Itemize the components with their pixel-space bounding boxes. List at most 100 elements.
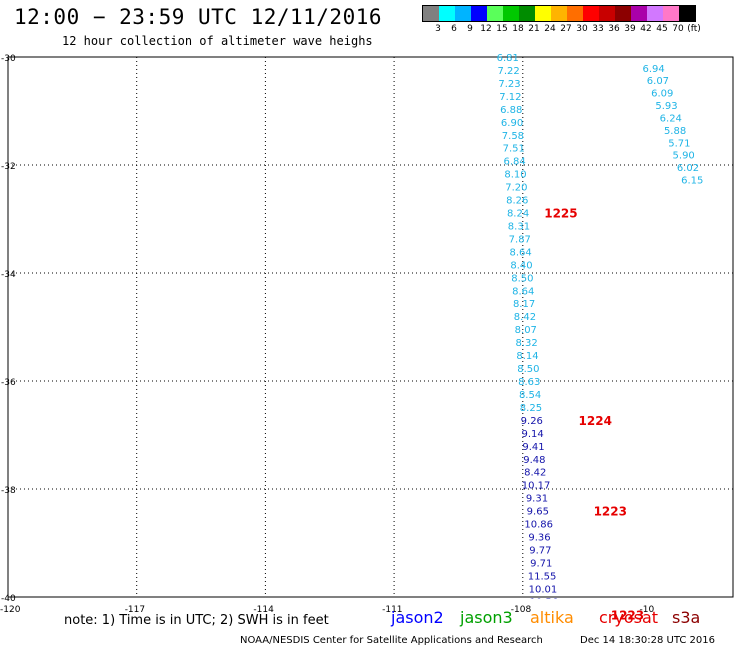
legend-swatch bbox=[567, 6, 583, 21]
legend-label: 42 bbox=[640, 24, 652, 34]
longitude-label: -10 bbox=[639, 605, 654, 615]
wave-height-value: 6.09 bbox=[651, 89, 673, 100]
wave-height-value: 7.23 bbox=[498, 79, 520, 90]
legend-label: 15 bbox=[496, 24, 508, 34]
wave-height-value: 9.77 bbox=[529, 545, 551, 556]
wave-height-value: 6.94 bbox=[643, 64, 665, 75]
legend-swatch bbox=[663, 6, 679, 21]
legend-swatch bbox=[551, 6, 567, 21]
legend-label: 6 bbox=[451, 24, 457, 34]
map-subtitle: 12 hour collection of altimeter wave hei… bbox=[62, 34, 373, 48]
wave-height-value: 11.55 bbox=[528, 571, 557, 582]
wave-height-value: 7.58 bbox=[502, 131, 524, 142]
legend-labels: 3 6 9 12 15 18 21 24 27 30 33 36 39 42 45 70 (ft) bbox=[422, 22, 701, 36]
wave-height-value: 10.56 bbox=[529, 597, 558, 608]
wave-height-value: 8.32 bbox=[516, 338, 538, 349]
wave-height-value: 8.14 bbox=[516, 351, 538, 362]
wave-height-value: 8.26 bbox=[506, 196, 528, 207]
wave-height-value: 9.71 bbox=[530, 558, 552, 569]
wave-height-value: 8.64 bbox=[510, 247, 532, 258]
latitude-label: -38 bbox=[1, 486, 16, 496]
legend-swatch bbox=[471, 6, 487, 21]
legend-label: 30 bbox=[576, 24, 588, 34]
wave-height-value: 5.71 bbox=[668, 138, 690, 149]
wave-height-value: 6.24 bbox=[660, 113, 682, 124]
time-label: 1224 bbox=[579, 414, 612, 428]
wave-height-value: 6.07 bbox=[647, 76, 669, 87]
longitude-label: -120 bbox=[0, 605, 21, 615]
legend-label: 27 bbox=[560, 24, 572, 34]
footer-note: note: 1) Time is in UTC; 2) SWH is in fe… bbox=[64, 613, 329, 628]
wave-height-value: 5.90 bbox=[673, 151, 695, 162]
wave-height-value: 10.01 bbox=[529, 584, 558, 595]
wave-height-value: 9.65 bbox=[527, 507, 549, 518]
longitude-label: -108 bbox=[511, 605, 532, 615]
wave-height-value: 8.42 bbox=[514, 312, 536, 323]
legend-swatch bbox=[631, 6, 647, 21]
legend-swatch bbox=[503, 6, 519, 21]
wave-height-value: 8.25 bbox=[520, 403, 542, 414]
wave-height-value: 6.81 bbox=[497, 53, 519, 64]
satellite-jason2-label: jason2 bbox=[391, 608, 444, 627]
legend-swatch bbox=[599, 6, 615, 21]
legend-swatch bbox=[519, 6, 535, 21]
wave-height-value: 7.51 bbox=[503, 144, 525, 155]
wave-height-value: 5.93 bbox=[655, 101, 677, 112]
legend-swatch bbox=[455, 6, 471, 21]
wave-height-value: 8.07 bbox=[515, 325, 537, 336]
wave-height-value: 7.87 bbox=[509, 234, 531, 245]
legend-swatch bbox=[679, 6, 695, 21]
satellite-cryosat-label: cryosat bbox=[599, 608, 659, 627]
legend-color-bar bbox=[422, 5, 696, 22]
latitude-label: -34 bbox=[1, 270, 16, 280]
legend-swatch bbox=[535, 6, 551, 21]
wave-height-color-legend: 3 6 9 12 15 18 21 24 27 30 33 36 39 42 45 70 (ft) bbox=[422, 5, 701, 36]
wave-height-value: 5.88 bbox=[664, 126, 686, 137]
legend-swatch bbox=[647, 6, 663, 21]
time-label: 1223 bbox=[611, 608, 644, 622]
longitude-label: -114 bbox=[253, 605, 274, 615]
satellite-s3a-label: s3a bbox=[672, 608, 701, 627]
satellite-jason3-label: jason3 bbox=[460, 608, 513, 627]
legend-label: 3 bbox=[435, 24, 441, 34]
wave-height-value: 8.17 bbox=[513, 299, 535, 310]
latitude-label: -40 bbox=[1, 594, 16, 604]
wave-height-value: 7.22 bbox=[498, 66, 520, 77]
time-label: 1223 bbox=[594, 505, 627, 519]
legend-swatch bbox=[487, 6, 503, 21]
legend-label: 18 bbox=[512, 24, 524, 34]
legend-label: (ft) bbox=[687, 24, 701, 34]
wave-height-value: 7.20 bbox=[505, 183, 527, 194]
wave-height-value: 6.15 bbox=[681, 176, 703, 187]
legend-label: 39 bbox=[624, 24, 636, 34]
time-label: 1225 bbox=[544, 207, 577, 221]
wave-height-value: 8.42 bbox=[524, 468, 546, 479]
legend-label: 33 bbox=[592, 24, 604, 34]
wave-height-value: 8.54 bbox=[519, 390, 541, 401]
wave-height-value: 6.88 bbox=[500, 105, 522, 116]
latitude-label: -36 bbox=[1, 378, 16, 388]
legend-label: 36 bbox=[608, 24, 620, 34]
wave-height-value: 8.50 bbox=[517, 364, 539, 375]
wave-height-value: 9.48 bbox=[523, 455, 545, 466]
wave-height-value: 8.10 bbox=[504, 170, 526, 181]
satellite-altika-label: altika bbox=[530, 608, 574, 627]
wave-height-value: 9.31 bbox=[526, 494, 548, 505]
wave-height-value: 8.40 bbox=[510, 260, 532, 271]
footer-credit: NOAA/NESDIS Center for Satellite Applica… bbox=[240, 635, 543, 646]
wave-height-value: 6.90 bbox=[501, 118, 523, 129]
legend-label: 12 bbox=[480, 24, 492, 34]
legend-swatch bbox=[423, 6, 439, 21]
wave-height-value: 6.02 bbox=[677, 163, 699, 174]
footer-timestamp: Dec 14 18:30:28 UTC 2016 bbox=[580, 635, 715, 646]
legend-label: 9 bbox=[467, 24, 473, 34]
legend-swatch bbox=[615, 6, 631, 21]
map-title: 12:00 − 23:59 UTC 12/11/2016 bbox=[14, 5, 383, 29]
longitude-label: -111 bbox=[382, 605, 402, 615]
legend-label: 45 bbox=[656, 24, 668, 34]
wave-height-value: 8.24 bbox=[507, 209, 529, 220]
latitude-label: -30 bbox=[1, 54, 16, 64]
wave-height-value: 10.17 bbox=[522, 481, 551, 492]
latitude-label: -32 bbox=[1, 162, 16, 172]
